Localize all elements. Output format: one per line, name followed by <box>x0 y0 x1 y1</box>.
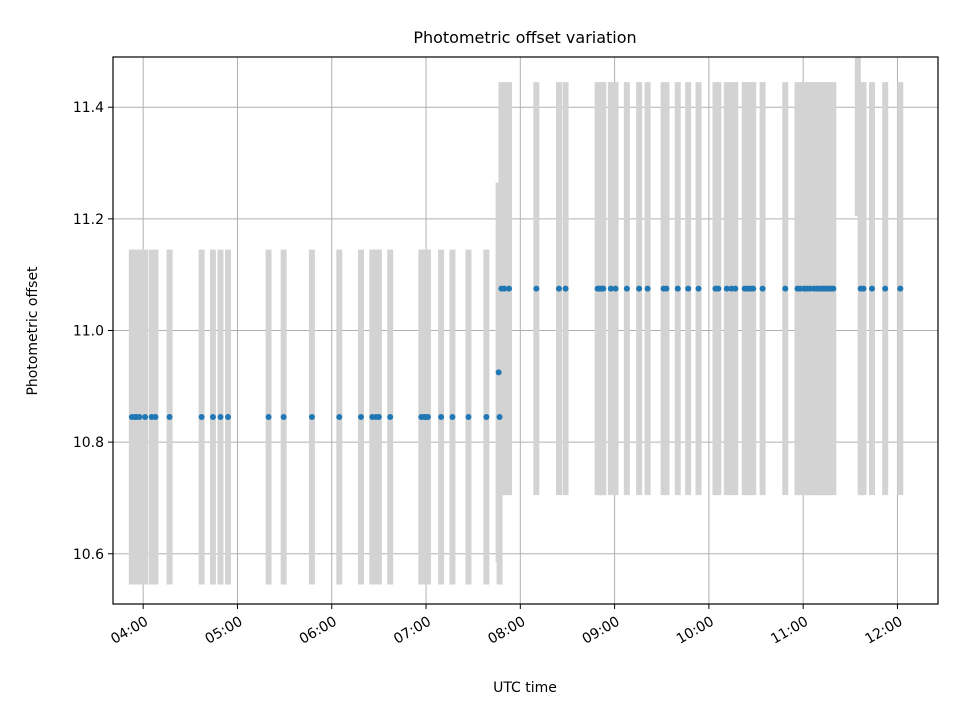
data-point <box>506 285 512 292</box>
data-point <box>438 414 445 421</box>
data-point <box>600 285 607 292</box>
data-point <box>750 285 757 292</box>
y-tick-label: 10.8 <box>73 435 104 451</box>
data-point <box>501 285 508 292</box>
data-point <box>685 285 692 292</box>
y-axis-ticks: 10.6 10.8 11.0 11.2 11.4 <box>73 100 113 563</box>
y-tick-label: 11.4 <box>73 100 104 116</box>
data-point <box>308 414 315 421</box>
y-tick-label: 11.2 <box>73 212 104 228</box>
data-point <box>533 285 540 292</box>
data-point <box>555 285 562 292</box>
data-point <box>495 369 502 376</box>
data-point <box>782 285 789 292</box>
data-point <box>225 414 232 421</box>
data-point <box>357 414 364 421</box>
data-point <box>152 414 159 421</box>
data-point <box>387 414 394 421</box>
data-point <box>336 414 343 421</box>
data-point <box>715 285 722 292</box>
data-point <box>562 285 569 292</box>
data-point <box>830 285 837 292</box>
y-tick-label: 10.6 <box>73 547 104 563</box>
data-point <box>449 414 456 421</box>
data-point <box>483 414 490 421</box>
data-point <box>723 285 730 292</box>
data-point <box>136 414 143 421</box>
data-point <box>663 285 670 292</box>
chart-title: Photometric offset variation <box>413 28 636 47</box>
data-point <box>496 414 503 421</box>
data-point <box>636 285 643 292</box>
data-point <box>166 414 173 421</box>
data-point <box>465 414 472 421</box>
data-point <box>674 285 681 292</box>
data-point <box>612 285 619 292</box>
data-point <box>424 414 431 421</box>
data-point <box>265 414 272 421</box>
data-point <box>759 285 766 292</box>
data-point <box>897 285 904 292</box>
data-point <box>217 414 224 421</box>
data-point <box>209 414 216 421</box>
data-point <box>695 285 702 292</box>
data-point <box>142 414 149 421</box>
data-point <box>623 285 630 292</box>
data-point <box>869 285 875 292</box>
data-point <box>280 414 287 421</box>
x-axis-label: UTC time <box>493 680 557 696</box>
data-point <box>198 414 205 421</box>
data-point <box>375 414 382 421</box>
data-points <box>128 285 904 421</box>
data-point <box>644 285 651 292</box>
y-axis-label: Photometric offset <box>25 266 41 396</box>
y-tick-label: 11.0 <box>73 324 104 340</box>
data-point <box>732 285 739 292</box>
data-point <box>882 285 889 292</box>
data-point <box>607 285 614 292</box>
data-point <box>860 285 867 292</box>
